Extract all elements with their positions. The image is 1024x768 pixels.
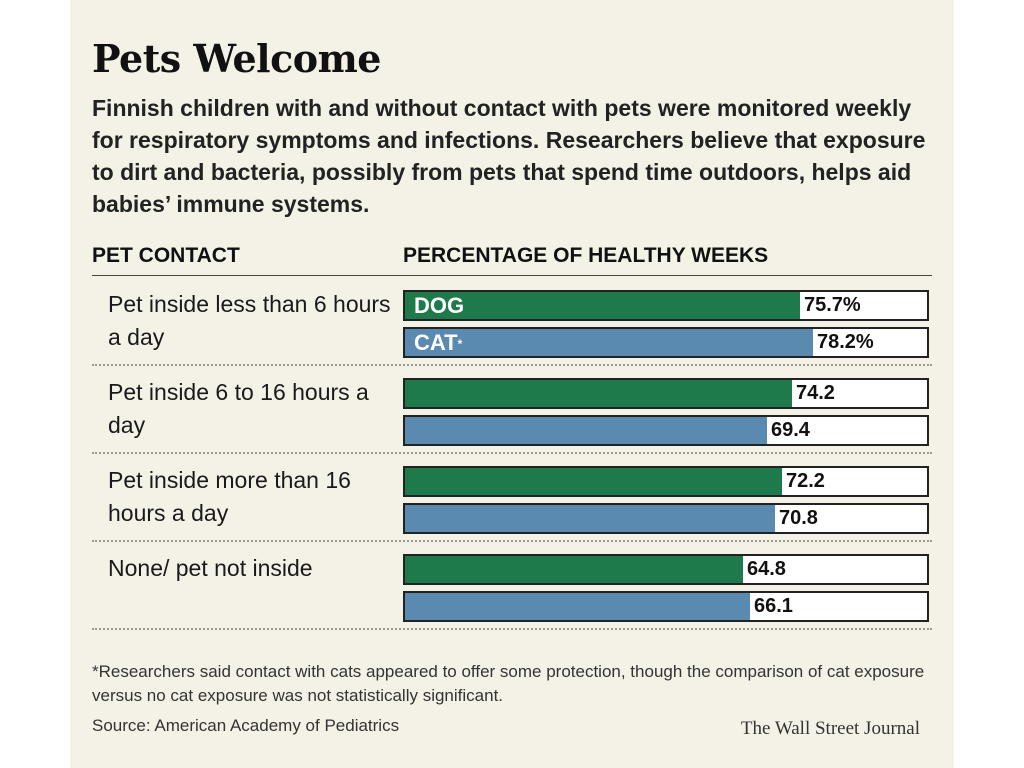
bar-value-label: 78.2% <box>817 331 874 353</box>
bar-value-label: 64.8 <box>747 558 786 580</box>
bar-value-label: 74.2 <box>796 382 835 404</box>
bar-dog <box>405 380 792 407</box>
header-rule <box>92 275 932 276</box>
chart-subtitle: Finnish children with and without contac… <box>92 95 926 217</box>
group-separator <box>92 628 932 630</box>
bar-cat <box>405 329 813 356</box>
bar-track-cat: 70.8 <box>403 503 929 534</box>
group-separator <box>92 540 932 542</box>
bar-series-label: CAT* <box>414 330 463 355</box>
bar-track-cat: 66.1 <box>403 591 929 622</box>
bar-cat <box>405 417 767 444</box>
group-separator <box>92 364 932 366</box>
bar-track-dog: 74.2 <box>403 378 929 409</box>
column-header-healthy-weeks: PERCENTAGE OF HEALTHY WEEKS <box>403 244 769 267</box>
group-label: Pet inside less than 6 hours a day <box>108 291 391 350</box>
bar-value-label: 70.8 <box>779 507 818 529</box>
chart-title: Pets Welcome <box>92 36 381 81</box>
bar-track-dog: 72.2 <box>403 466 929 497</box>
bar-track-cat: 69.4 <box>403 415 929 446</box>
bar-track-cat: CAT* 78.2% <box>403 327 929 358</box>
bar-series-label: DOG <box>414 293 465 318</box>
bar-value-label: 75.7% <box>804 294 861 316</box>
group-label: None/ pet not inside <box>108 555 313 581</box>
bar-value-label: 66.1 <box>754 595 793 617</box>
chart-panel: Pets Welcome Finnish children with and w… <box>70 0 954 768</box>
bar-track-dog: 64.8 <box>403 554 929 585</box>
bar-cat <box>405 593 750 620</box>
publisher-credit: The Wall Street Journal <box>740 718 920 739</box>
bar-value-label: 69.4 <box>771 419 810 441</box>
group-separator <box>92 452 932 454</box>
bar-dog <box>405 468 782 495</box>
group-label: Pet inside more than 16 hours a day <box>108 467 351 526</box>
bar-value-label: 72.2 <box>786 470 825 492</box>
bar-dog <box>405 292 800 319</box>
column-header-pet-contact: PET CONTACT <box>92 244 240 267</box>
source-note: Source: American Academy of Pediatrics <box>92 716 400 735</box>
group-label: Pet inside 6 to 16 hours a day <box>108 379 369 438</box>
bar-track-dog: DOG 75.7% <box>403 290 929 321</box>
bar-dog <box>405 556 743 583</box>
bar-cat <box>405 505 775 532</box>
footnote: *Researchers said contact with cats appe… <box>92 662 925 705</box>
